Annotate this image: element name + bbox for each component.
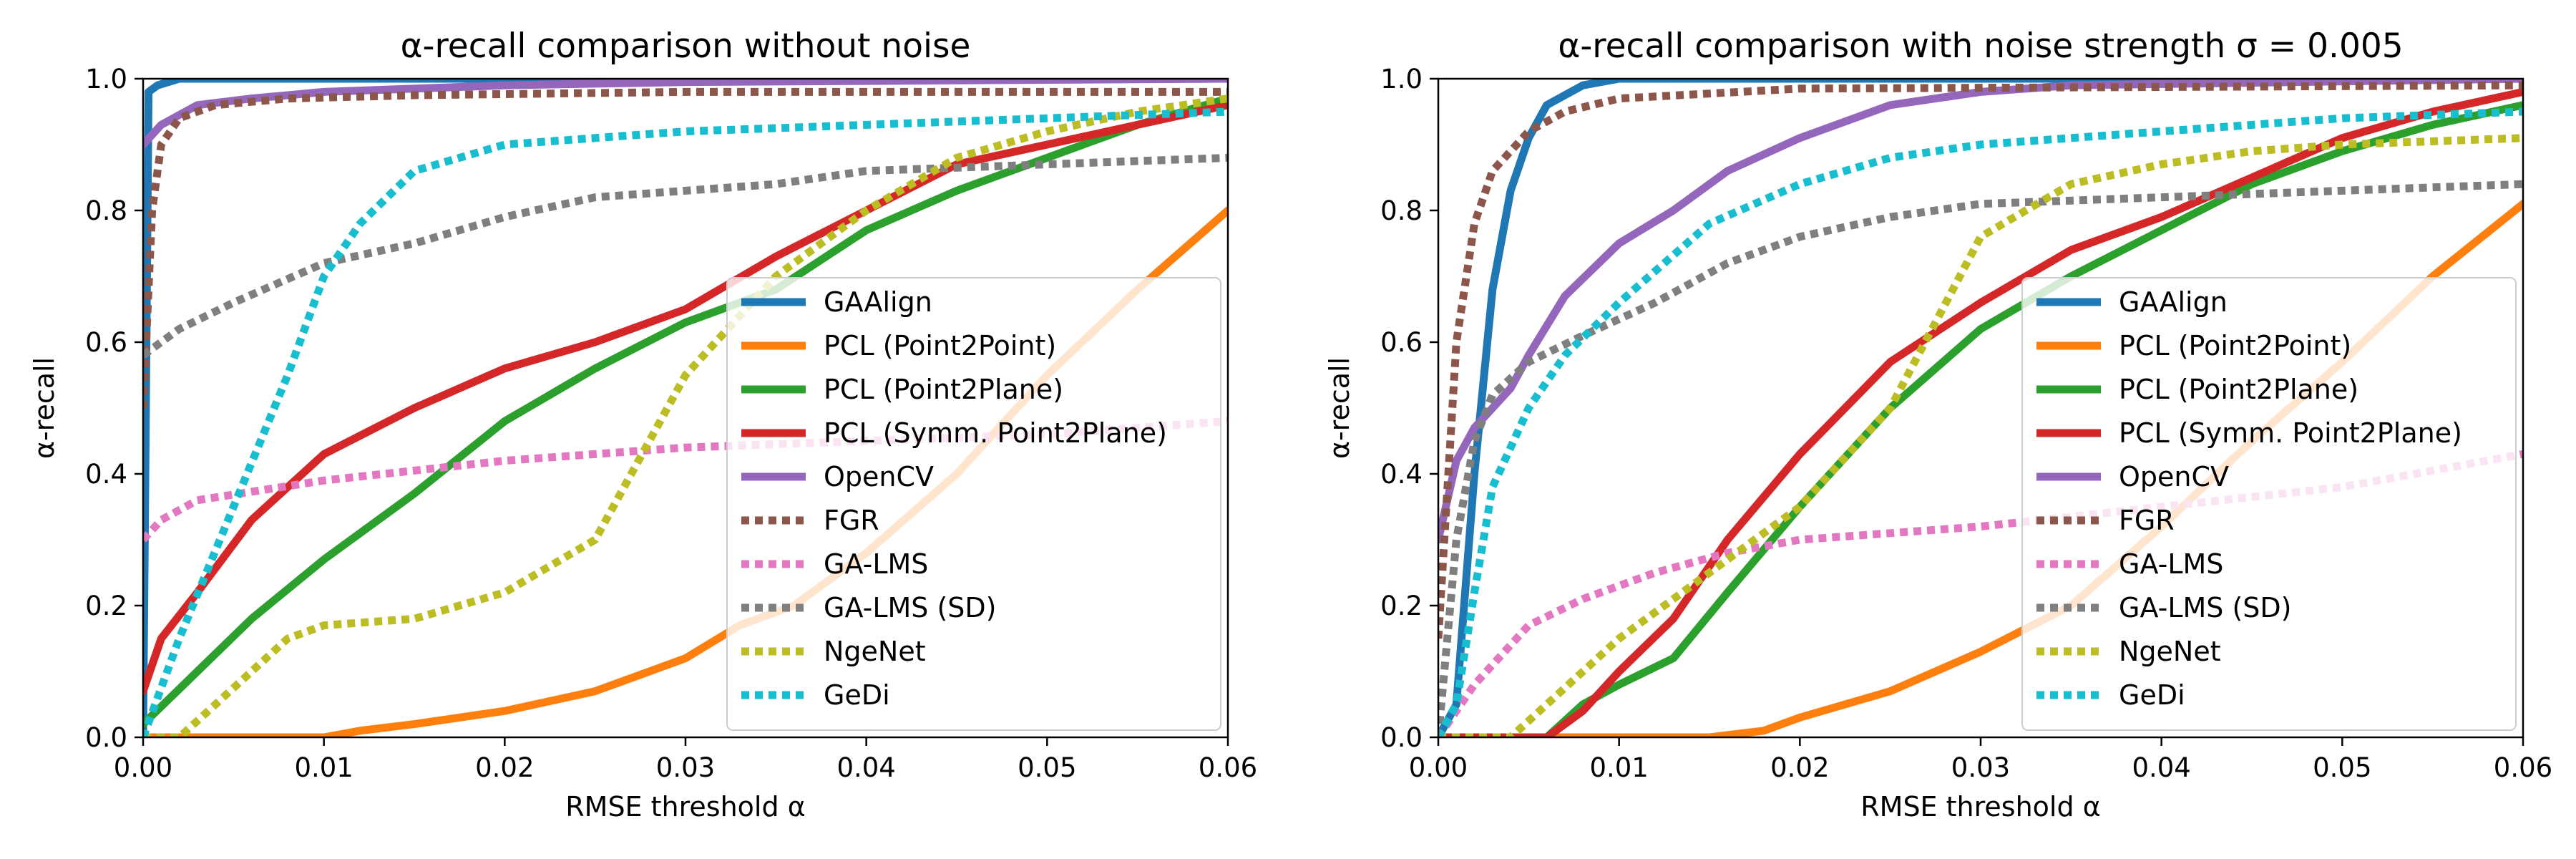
- x-tick-label: 0.06: [2494, 752, 2552, 783]
- legend-label: FGR: [824, 505, 879, 536]
- panel-with-noise: 0.00 0.01 0.02 0.03 0.04 0.05 0.06 0.0 0.2 0.4 0.6…: [1324, 26, 2552, 822]
- legend-label: GA-LMS: [2119, 548, 2223, 580]
- series-line-pcl-symm-point2plane: [143, 101, 1228, 696]
- series-line-ga-lms-sd: [143, 153, 1228, 359]
- series-line-gaalign: [1438, 79, 2523, 737]
- legend-box: [2021, 277, 2517, 731]
- x-tick-label: 0.01: [1589, 752, 1648, 783]
- y-tick-label: 0.8: [1380, 195, 1423, 226]
- series-line-ga-lms-sd: [1438, 180, 2523, 737]
- series-line-pcl-point2plane: [143, 94, 1228, 729]
- legend-label: PCL (Symm. Point2Plane): [2119, 417, 2462, 449]
- y-tick-label: 1.0: [85, 64, 127, 94]
- x-tick-label: 0.05: [1018, 752, 1076, 783]
- x-axis-label: RMSE threshold α: [1860, 791, 2101, 822]
- x-tick-label: 0.00: [1409, 752, 1468, 783]
- x-tick-label: 0.06: [1199, 752, 1257, 783]
- series-line-opencv: [143, 79, 1228, 149]
- legend-label: PCL (Point2Point): [2119, 330, 2351, 361]
- x-tick-label: 0.01: [294, 752, 353, 783]
- y-tick-label: 0.6: [1380, 327, 1423, 358]
- legend-label: PCL (Point2Plane): [2119, 374, 2358, 405]
- legend-label: OpenCV: [2119, 461, 2229, 492]
- y-tick-label: 0.0: [1380, 722, 1423, 753]
- x-tick-label: 0.04: [2132, 752, 2190, 783]
- legend-label: OpenCV: [824, 461, 934, 492]
- legend-label: GA-LMS (SD): [2119, 592, 2292, 623]
- series-line-fgr: [143, 87, 1228, 409]
- x-axis-label: RMSE threshold α: [565, 791, 806, 822]
- y-tick-label: 0.4: [1380, 459, 1423, 490]
- legend-label: GAAlign: [2119, 286, 2228, 318]
- x-tick-label: 0.02: [1770, 752, 1829, 783]
- x-tick-label: 0.03: [656, 752, 715, 783]
- series-line-ngenet: [1438, 134, 2523, 737]
- legend: GAAlign PCL (Point2Point) PCL (Point2Plane…: [726, 277, 1221, 731]
- legend-label: GeDi: [2119, 679, 2185, 711]
- y-tick-label: 1.0: [1380, 64, 1423, 94]
- chart-title: α-recall comparison without noise: [401, 26, 971, 66]
- panel-without-noise: 0.00 0.01 0.02 0.03 0.04 0.05 0.06 0.0 0.2 0.4 0.6…: [29, 26, 1257, 822]
- series-line-pcl-symm-point2plane: [1438, 87, 2523, 737]
- legend-box: [726, 277, 1221, 731]
- legend-label: GAAlign: [824, 286, 932, 318]
- legend-label: GA-LMS: [824, 548, 928, 580]
- y-tick-label: 0.4: [85, 459, 127, 490]
- legend-label: NgeNet: [2119, 636, 2221, 667]
- y-tick-label: 0.2: [1380, 591, 1423, 621]
- series-line-ngenet: [143, 94, 1228, 737]
- y-tick-label: 0.6: [85, 327, 127, 358]
- y-axis-label: α-recall: [29, 357, 60, 459]
- series-line-gedi: [143, 107, 1228, 737]
- legend: GAAlign PCL (Point2Point) PCL (Point2Plane…: [2021, 277, 2517, 731]
- legend-label: GeDi: [824, 679, 890, 711]
- legend-label: GA-LMS (SD): [824, 592, 997, 623]
- series-line-ga-lms: [1438, 450, 2523, 737]
- y-tick-label: 0.2: [85, 591, 127, 621]
- legend-label: FGR: [2119, 505, 2175, 536]
- series-line-gedi: [1438, 107, 2523, 737]
- legend-label: NgeNet: [824, 636, 926, 667]
- x-tick-label: 0.00: [114, 752, 172, 783]
- y-tick-label: 0.0: [85, 722, 127, 753]
- legend-label: PCL (Point2Plane): [824, 374, 1063, 405]
- x-tick-label: 0.05: [2313, 752, 2371, 783]
- x-tick-label: 0.02: [475, 752, 534, 783]
- legend-label: PCL (Symm. Point2Plane): [824, 417, 1167, 449]
- legend-label: PCL (Point2Point): [824, 330, 1056, 361]
- y-tick-label: 0.8: [85, 195, 127, 226]
- y-axis-label: α-recall: [1324, 357, 1355, 459]
- chart-title: α-recall comparison with noise strength …: [1558, 26, 2403, 66]
- x-tick-label: 0.04: [836, 752, 895, 783]
- x-tick-label: 0.03: [1951, 752, 2010, 783]
